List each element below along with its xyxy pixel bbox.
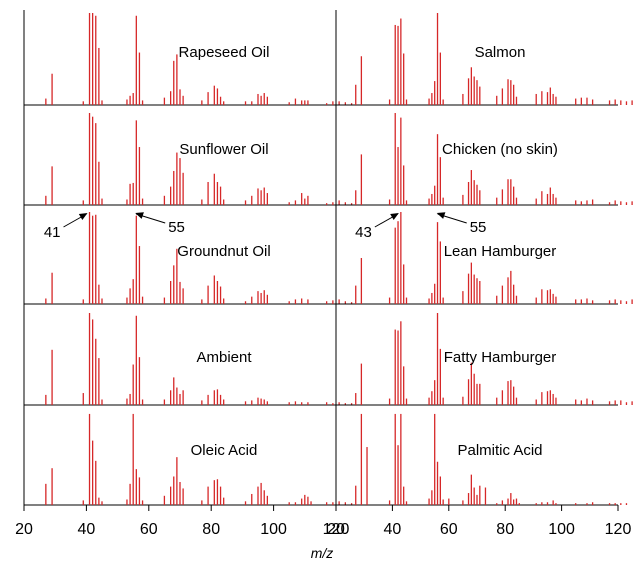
x-tick-label: 100 [260,521,287,538]
annotation-label: 43 [355,224,372,241]
x-axis-label: m/z [311,545,334,561]
spectrum-panel-2: Salmon [336,13,633,106]
annotation-arrowhead [436,212,446,219]
panel-label: Ambient [196,349,252,366]
panel-label: Lean Hamburger [444,243,557,260]
panel-label: Groundnut Oil [177,243,270,260]
annotation-label: 55 [470,219,487,236]
spectrum-panel-3: Sunflower Oil [24,113,353,206]
x-tick-label: 120 [605,521,632,538]
panel-label: Salmon [475,44,526,61]
panel-label: Oleic Acid [191,442,258,459]
x-tick-label: 60 [440,521,458,538]
x-tick-label: 20 [327,521,345,538]
panel-label: Sunflower Oil [179,141,268,158]
x-tick-label: 80 [202,521,220,538]
spectrum-panel-4: Chicken (no skin) [336,113,633,206]
spectrum-panel-5: Groundnut Oil [24,212,353,305]
annotation-arrowhead [135,212,144,219]
panels-group: Rapeseed Oil Salmon Sunflower Oil Chicken (… [24,13,633,506]
spectrum-panel-9: Oleic Acid [24,413,353,506]
spectrum-panel-7: Ambient [24,313,353,406]
x-tick-label: 60 [140,521,158,538]
panel-label: Fatty Hamburger [444,349,557,366]
x-tick-label: 120 [323,521,350,538]
spectrum-panel-1: Rapeseed Oil [24,13,353,106]
panel-label: Chicken (no skin) [442,141,558,158]
annotation-arrowhead [390,213,399,221]
annotation-55: 55 [135,212,185,236]
panel-label: Palmitic Acid [457,442,542,459]
annotation-label: 55 [168,219,185,236]
annotation-label: 41 [44,224,61,241]
spectrum-panel-8: Fatty Hamburger [336,313,633,406]
x-tick-label: 20 [15,521,33,538]
x-tick-label: 80 [496,521,514,538]
x-tick-label: 40 [78,521,96,538]
x-tick-label: 40 [384,521,402,538]
annotation-43: 43 [355,213,399,241]
annotation-41: 41 [44,213,88,241]
spectrum-panel-10: Palmitic Acid [336,413,628,506]
annotation-55: 55 [436,212,487,236]
x-tick-label: 100 [548,521,575,538]
figure-frame [23,10,337,505]
panel-label: Rapeseed Oil [179,44,270,61]
spectrum-panel-6: Lean Hamburger [336,212,633,305]
annotation-arrowhead [78,213,88,221]
